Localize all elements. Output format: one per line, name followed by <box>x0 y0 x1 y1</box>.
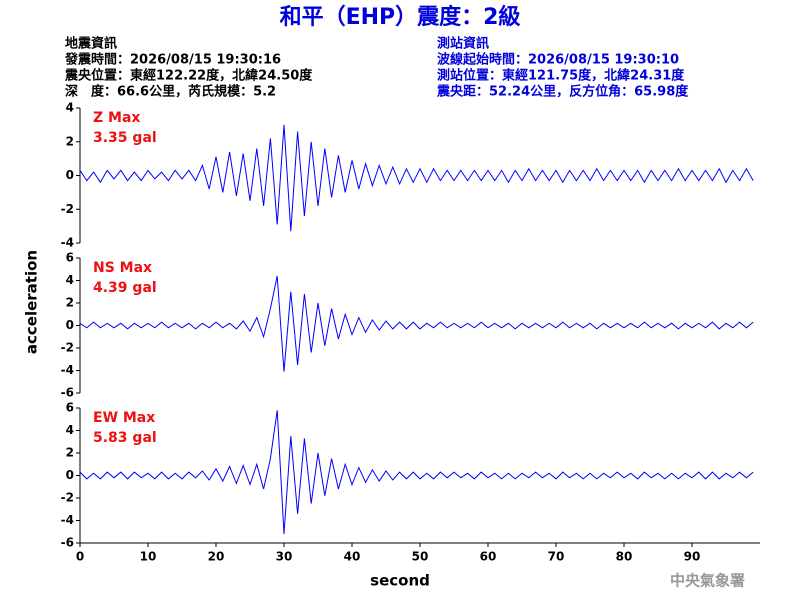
y-tick-label: -6 <box>61 536 74 550</box>
annotation: 3.35 gal <box>93 130 157 146</box>
annotation: 5.83 gal <box>93 430 157 446</box>
y-tick-label: -4 <box>61 236 74 250</box>
x-tick-label: 0 <box>76 550 84 564</box>
y-tick-label: 0 <box>66 318 74 332</box>
y-tick-label: 2 <box>66 296 74 310</box>
info-text: 地震資訊 <box>65 36 117 52</box>
y-tick-label: 0 <box>66 468 74 482</box>
waveform <box>79 275 754 372</box>
x-tick-label: 30 <box>276 550 293 564</box>
y-tick-label: -4 <box>61 513 74 527</box>
x-tick-label: 90 <box>684 550 701 564</box>
y-tick-label: 0 <box>66 168 74 182</box>
info-text: 震央位置：東經122.22度，北緯24.50度 <box>64 68 313 84</box>
annotation: 4.39 gal <box>93 280 157 296</box>
info-text: 深 度：66.6公里，芮氏規模：5.2 <box>65 84 276 100</box>
y-tick-label: -2 <box>61 341 74 355</box>
y-tick-label: 6 <box>66 251 74 265</box>
y-tick-label: 2 <box>66 446 74 460</box>
station-text: 測站位置：東經121.75度，北緯24.31度 <box>437 68 685 84</box>
x-tick-label: 10 <box>140 550 157 564</box>
x-tick-label: 80 <box>616 550 633 564</box>
station-text: 波線起始時間：2026/08/15 19:30:10 <box>437 52 679 68</box>
x-tick-label: 60 <box>480 550 497 564</box>
y-tick-label: -4 <box>61 363 74 377</box>
y-tick-label: -2 <box>61 202 74 216</box>
waveform <box>79 410 754 535</box>
station-text: 測站資訊 <box>437 36 489 52</box>
annotation: NS Max <box>93 260 152 276</box>
y-tick-label: 6 <box>66 401 74 415</box>
waveform <box>79 124 754 232</box>
x-axis-label: second <box>370 572 430 590</box>
y-tick-label: -2 <box>61 491 74 505</box>
y-tick-label: 4 <box>66 101 74 115</box>
x-tick-label: 40 <box>344 550 361 564</box>
footer: 中央氣象署 <box>670 572 745 590</box>
x-tick-label: 70 <box>548 550 565 564</box>
x-tick-label: 50 <box>412 550 429 564</box>
x-tick-label: 20 <box>208 550 225 564</box>
y-tick-label: 2 <box>66 134 74 148</box>
station-text: 震央距：52.24公里，反方位角：65.98度 <box>436 84 689 100</box>
title: 和平（EHP）震度：2級 <box>280 4 521 30</box>
y-tick-label: 4 <box>66 273 74 287</box>
info-text: 發震時間：2026/08/15 19:30:16 <box>64 52 281 68</box>
annotation: Z Max <box>93 110 140 126</box>
y-tick-label: -6 <box>61 386 74 400</box>
annotation: EW Max <box>93 410 155 426</box>
y-tick-label: 4 <box>66 423 74 437</box>
y-axis-label: acceleration <box>23 250 41 354</box>
